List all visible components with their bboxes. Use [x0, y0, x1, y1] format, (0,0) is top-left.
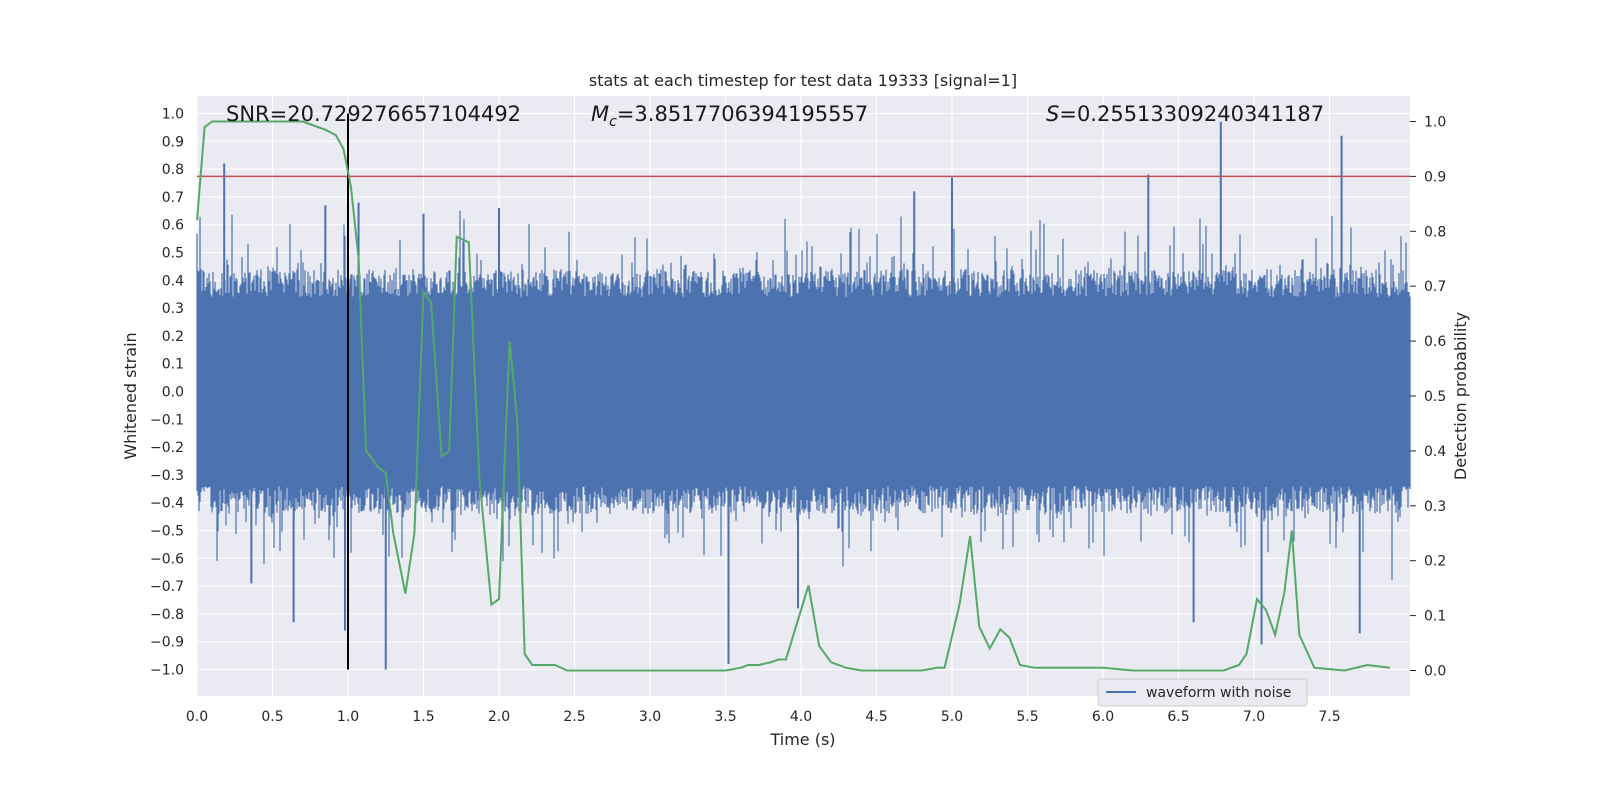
- x-tick-label: 6.0: [1092, 709, 1114, 725]
- y-tick-label-right: 0.0: [1424, 664, 1446, 680]
- x-tick-label: 7.5: [1318, 709, 1340, 725]
- x-tick-label: 2.5: [563, 709, 585, 725]
- y-tick-label-right: 0.4: [1424, 444, 1446, 460]
- y-tick-label-left: −0.8: [150, 607, 184, 623]
- y-tick-label-right: 0.6: [1424, 334, 1446, 350]
- x-tick-label: 4.0: [790, 709, 812, 725]
- s-annotation: S=0.25513309240341187: [1046, 102, 1324, 126]
- y-tick-label-right: 0.1: [1424, 609, 1446, 625]
- y-tick-label-left: −0.9: [150, 635, 184, 651]
- chirp-mass-symbol: M: [591, 102, 609, 126]
- legend: waveform with noise: [1097, 678, 1308, 707]
- x-tick-label: 5.0: [941, 709, 963, 725]
- y-tick-label-left: 0.7: [162, 190, 184, 206]
- x-tick-label: 6.5: [1167, 709, 1189, 725]
- y-tick-label-right: 1.0: [1424, 115, 1446, 131]
- x-tick-label: 2.0: [488, 709, 510, 725]
- y-tick-label-left: −0.7: [150, 579, 184, 595]
- y-tick-label-left: −0.6: [150, 551, 184, 567]
- y-tick-label-left: 0.0: [162, 385, 184, 401]
- series-waveform-with-noise: [196, 121, 1411, 670]
- series-detection-probability: [196, 120, 1391, 672]
- x-tick-label: 1.0: [337, 709, 359, 725]
- y-tick-label-left: −0.2: [150, 440, 184, 456]
- y-tick-label-right: 0.5: [1424, 389, 1446, 405]
- chirp-mass-annotation: Mc=3.8517706394195557: [591, 102, 868, 130]
- chart-title: stats at each timestep for test data 193…: [589, 71, 1017, 90]
- legend-box: [1097, 678, 1308, 707]
- y-tick-label-right: 0.9: [1424, 169, 1446, 185]
- y-tick-label-right: 0.3: [1424, 499, 1446, 515]
- y-tick-label-left: 0.1: [162, 357, 184, 373]
- y-tick-label-left: 0.4: [162, 273, 184, 289]
- y-axis-ticks-right: 0.0 0.1 0.2 0.3 0.4 0.5 0.6 0.7 0.8 0.9 1.0: [1410, 115, 1446, 680]
- x-tick-label: 7.0: [1243, 709, 1265, 725]
- y-tick-label-left: 0.8: [162, 162, 184, 178]
- y-axis-label-left: Whitened strain: [121, 332, 140, 459]
- x-tick-label: 1.5: [412, 709, 434, 725]
- x-tick-label: 0.5: [261, 709, 283, 725]
- x-axis-ticks: 0.0 0.5 1.0 1.5 2.0 2.5 3.0 3.5 4.0 4.5 5.0 5.5 6.0 6…: [186, 709, 1341, 725]
- y-tick-label-left: 0.3: [162, 301, 184, 317]
- y-tick-label-left: −0.1: [150, 412, 184, 428]
- y-axis-ticks-left: −1.0 −0.9 −0.8 −0.7 −0.6 −0.5 −0.4 −0.3 −0.2 −0.1…: [150, 107, 184, 679]
- y-tick-label-left: 0.5: [162, 246, 184, 262]
- chirp-mass-subscript: c: [609, 114, 617, 130]
- snr-annotation: SNR=20.729276657104492: [226, 102, 521, 126]
- x-tick-label: 4.5: [865, 709, 887, 725]
- waveform-noise-band: [196, 210, 1411, 581]
- s-symbol: S: [1046, 102, 1059, 126]
- y-tick-label-left: 0.2: [162, 329, 184, 345]
- x-tick-label: 3.0: [639, 709, 661, 725]
- y-tick-label-left: −1.0: [150, 663, 184, 679]
- x-tick-label: 0.0: [186, 709, 208, 725]
- y-tick-label-left: 0.9: [162, 134, 184, 150]
- y-tick-label-left: −0.4: [150, 496, 184, 512]
- x-tick-label: 3.5: [714, 709, 736, 725]
- y-tick-label-right: 0.2: [1424, 554, 1446, 570]
- chirp-mass-value: =3.8517706394195557: [617, 102, 868, 126]
- y-tick-label-left: 0.6: [162, 218, 184, 234]
- legend-label-waveform: waveform with noise: [1146, 685, 1291, 701]
- s-value: =0.25513309240341187: [1059, 102, 1324, 126]
- x-tick-label: 5.5: [1016, 709, 1038, 725]
- y-tick-label-right: 0.8: [1424, 224, 1446, 240]
- y-axis-label-right: Detection probability: [1451, 312, 1470, 480]
- x-axis-label: Time (s): [769, 730, 835, 749]
- y-tick-label-left: 1.0: [162, 107, 184, 123]
- y-tick-label-left: −0.3: [150, 468, 184, 484]
- y-tick-label-right: 0.7: [1424, 279, 1446, 295]
- y-tick-label-left: −0.5: [150, 524, 184, 540]
